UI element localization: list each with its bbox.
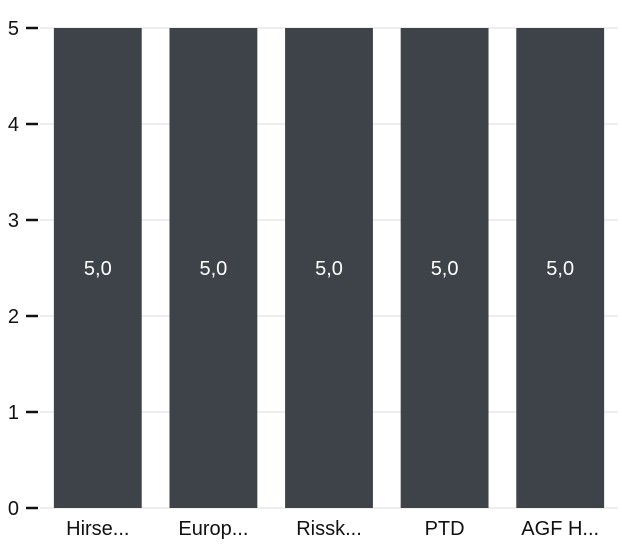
x-tick-label-2: Rissk... [296, 518, 362, 539]
y-tick-label-0: 0 [8, 498, 19, 520]
y-tick-label-4: 4 [8, 114, 19, 136]
bars-layer: 5,0 5,0 5,0 5,0 5,0 [53, 28, 605, 508]
y-axis: 0 1 2 3 4 5 [8, 18, 38, 520]
bar-2[interactable] [285, 28, 373, 508]
x-tick-label-0: Hirse... [66, 518, 129, 539]
x-tick-label-1: Europ... [178, 518, 248, 539]
data-label-1: 5,0 [199, 258, 227, 280]
y-tick-label-1: 1 [8, 402, 19, 424]
bar-3[interactable] [400, 28, 489, 508]
data-label-4: 5,0 [546, 258, 574, 280]
x-tick-label-4: AGF H... [521, 518, 599, 539]
x-axis: Hirse... Europ... Rissk... PTD AGF H... [66, 518, 599, 540]
data-label-0: 5,0 [84, 258, 112, 280]
bar-4[interactable] [516, 28, 605, 508]
bar-1[interactable] [169, 28, 258, 508]
y-tick-label-3: 3 [8, 210, 19, 232]
data-label-2: 5,0 [315, 258, 343, 280]
y-tick-label-5: 5 [8, 18, 19, 40]
bar-0[interactable] [53, 28, 142, 508]
data-label-3: 5,0 [431, 258, 459, 280]
x-tick-label-3: PTD [425, 518, 465, 539]
y-tick-label-2: 2 [8, 306, 19, 328]
